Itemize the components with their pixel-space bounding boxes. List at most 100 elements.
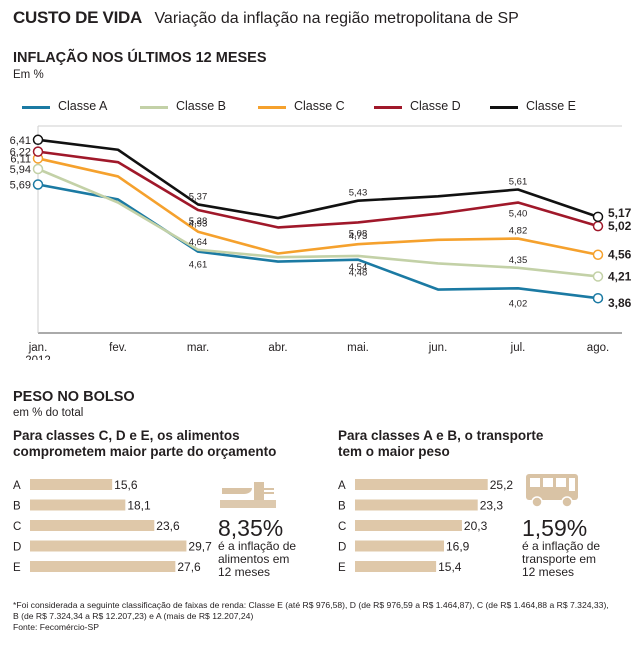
food-stat-text: é a inflação de alimentos em 12 meses [218,540,328,579]
data-label: 5,37 [189,191,208,202]
data-label: 5,08 [349,228,368,239]
legend-label: Classe D [410,99,461,113]
data-label: 5,28 [189,216,208,227]
x-tick-label: mar. [187,342,209,354]
bar [30,520,155,531]
legend-label: Classe E [526,99,577,113]
bus-icon [526,474,578,508]
transport-panel-title-line2: tem o maior peso [338,444,450,459]
bar [30,479,113,490]
bar-value-label: 18,1 [127,499,151,513]
bar-category-label: C [13,521,21,533]
bar-category-label: B [338,501,346,513]
bar-value-label: 15,6 [114,478,138,492]
bar-value-label: 23,6 [156,519,180,533]
legend-swatch [140,106,168,109]
data-label: 4,73 [349,231,368,242]
food-stat-text-line1: é a inflação de [218,539,297,553]
transport-bar-chart: A 25,2 B 23,3 C 20,3 D 16,9 E 15,4 [338,478,514,574]
bar [30,561,176,572]
bar-category-label: A [13,480,21,492]
bar-value-label: 20,3 [464,519,488,533]
data-label: 5,94 [10,164,31,176]
x-tick-sublabel: 2012 [25,355,51,360]
data-point-marker [32,134,44,146]
series-line-1 [37,183,599,300]
data-point-marker [592,292,604,304]
transport-stat: 1,59% é a inflação de transporte em 12 m… [522,516,632,579]
transport-stat-text-line3: 12 meses [522,565,575,579]
weight-unit: em % do total [13,407,84,419]
page-subtitle: Variação da inflação na região metropoli… [154,10,519,27]
bar-category-label: D [13,542,21,554]
legend-label: Classe B [176,99,227,113]
data-label: 4,48 [349,268,368,279]
series-line-3 [37,157,599,257]
data-label: 4,93 [189,219,208,230]
inflation-title: INFLAÇÃO NOS ÚLTIMOS 12 MESES [13,50,267,66]
legend-swatch [22,106,50,109]
x-tick-label: abr. [268,342,287,354]
data-label: 6,22 [10,147,31,159]
transport-stat-value: 1,59% [522,515,588,541]
data-label: 5,69 [10,180,31,192]
food-panel-title: Para classes C, D e E, os alimentos comp… [13,428,313,460]
food-stat: 8,35% é a inflação de alimentos em 12 me… [218,516,328,579]
x-tick-label: ago. [587,342,609,354]
bar-value-label: 27,6 [177,560,201,574]
data-point-marker [592,271,604,282]
bar [355,540,445,552]
food-stat-value: 8,35% [218,515,284,541]
data-label: 4,61 [189,260,208,271]
footnote: *Foi considerada a seguinte classificaçã… [13,600,625,633]
data-label: 5,61 [509,177,528,188]
data-label: 4,56 [608,248,632,262]
data-label: 6,11 [10,153,31,165]
inflation-line-chart: jan.2012 fev. mar. abr. mai. jun. jul. ago. 5,69… [10,125,632,360]
bar-value-label: 25,2 [490,478,514,492]
food-stat-text-line2: alimentos em [218,552,290,566]
data-point-marker [32,179,44,190]
series-line-4 [37,150,599,229]
data-label: 4,02 [509,298,528,309]
bar-category-label: C [338,521,346,533]
data-point-marker [592,220,604,232]
data-point-marker [592,211,604,223]
x-tick-label: fev. [109,342,127,354]
page-header: CUSTO DE VIDA Variação da inflação na re… [13,8,519,28]
bar-category-label: B [13,501,21,513]
bar-value-label: 23,3 [480,499,504,513]
bar [355,479,488,490]
series-line-2 [37,167,599,278]
bar-value-label: 15,4 [438,560,462,574]
weight-title: PESO NO BOLSO [13,389,135,405]
x-tick-label: jun. [428,342,448,354]
cutlery-icon [220,482,276,508]
legend-swatch [258,106,286,109]
legend-swatch [374,106,402,109]
data-label: 4,54 [349,262,368,273]
inflation-unit: Em % [13,69,44,81]
series-line-5 [37,138,599,220]
data-label: 4,64 [189,237,208,248]
legend-label: Classe C [294,99,345,113]
data-point-marker [592,249,604,260]
x-tick-label: jan. [28,342,48,354]
food-panel-title-line1: Para classes C, D e E, os alimentos [13,428,240,443]
transport-panel: Para classes A e B, o transporte tem o m… [338,428,635,588]
transport-stat-text: é a inflação de transporte em 12 meses [522,540,632,579]
data-label: 5,17 [608,206,632,220]
food-bar-chart: A 15,6 B 18,1 C 23,6 D 29,7 E 27,6 [13,478,212,574]
data-point-marker [32,146,44,157]
data-label: 3,86 [608,296,632,310]
footnote-line1: *Foi considerada a seguinte classificaçã… [13,600,609,610]
bar-value-label: 16,9 [446,540,470,554]
bar-category-label: E [13,562,21,574]
bar-category-label: A [338,480,346,492]
legend-swatch [490,106,518,109]
x-tick-label: jul. [510,342,526,354]
transport-panel-title: Para classes A e B, o transporte tem o m… [338,428,635,460]
transport-stat-text-line1: é a inflação de [522,539,601,553]
food-panel-title-line2: comprometem maior parte do orçamento [13,444,277,459]
chart-legend: Classe A Classe B Classe C Classe D Clas… [22,98,622,116]
